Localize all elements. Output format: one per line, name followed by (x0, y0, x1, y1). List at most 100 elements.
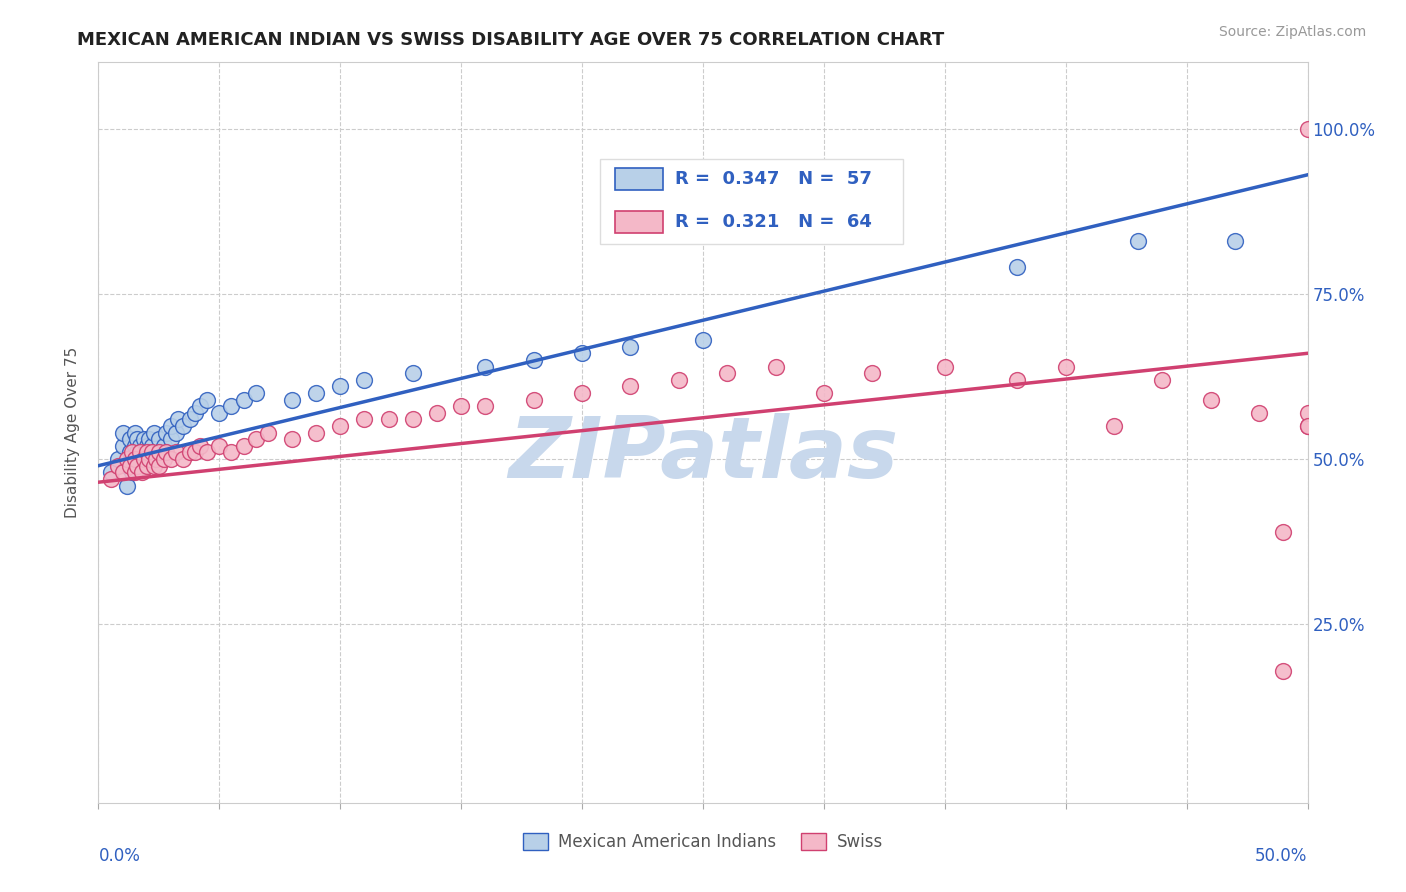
Point (135, 445, 157, 459)
Point (131, 458, 153, 473)
Point (281, 392, 304, 407)
Point (127, 432, 149, 446)
Point (716, 366, 738, 380)
Point (426, 406, 449, 420)
Point (107, 458, 129, 473)
Point (135, 458, 157, 473)
Point (165, 425, 187, 440)
Point (221, 445, 243, 459)
Point (232, 392, 254, 407)
Point (184, 406, 207, 420)
Point (143, 458, 166, 473)
Point (860, 366, 883, 380)
Point (1128, 234, 1150, 248)
Point (523, 352, 546, 367)
Point (100, 472, 122, 486)
Point (1272, 524, 1295, 539)
Point (692, 333, 714, 347)
Point (1296, 406, 1319, 420)
Point (121, 452, 143, 467)
Point (523, 392, 546, 407)
Point (353, 373, 375, 387)
Point (208, 406, 231, 420)
Point (179, 412, 201, 426)
Point (353, 412, 375, 426)
Point (141, 439, 163, 453)
Point (402, 412, 425, 426)
Point (329, 379, 352, 393)
Point (1296, 419, 1319, 434)
Point (167, 412, 190, 426)
Point (148, 445, 170, 459)
Point (172, 452, 194, 467)
Point (571, 346, 593, 360)
Point (1054, 359, 1077, 374)
Text: MEXICAN AMERICAN INDIAN VS SWISS DISABILITY AGE OVER 75 CORRELATION CHART: MEXICAN AMERICAN INDIAN VS SWISS DISABIL… (77, 31, 945, 49)
Text: 50.0%: 50.0% (1256, 847, 1308, 865)
Point (1007, 373, 1029, 387)
Point (305, 425, 328, 440)
Point (450, 399, 472, 413)
Point (1152, 373, 1174, 387)
Point (134, 452, 156, 467)
Point (107, 452, 129, 467)
Point (160, 419, 183, 434)
Point (377, 412, 399, 426)
Point (124, 425, 146, 440)
Point (152, 452, 174, 467)
Point (245, 386, 267, 401)
Point (148, 432, 170, 446)
Point (131, 445, 153, 459)
Point (118, 445, 141, 459)
Point (474, 359, 496, 374)
Point (1296, 419, 1319, 434)
Point (474, 399, 496, 413)
Point (117, 478, 139, 492)
Point (188, 439, 211, 453)
Point (128, 439, 150, 453)
Point (152, 439, 174, 453)
Point (184, 445, 207, 459)
Point (765, 359, 787, 374)
Point (148, 458, 170, 473)
Point (619, 379, 641, 393)
Point (141, 452, 163, 467)
Point (195, 392, 218, 407)
Point (305, 386, 328, 401)
Point (118, 432, 141, 446)
Point (135, 452, 157, 467)
Legend: Mexican American Indians, Swiss: Mexican American Indians, Swiss (516, 826, 890, 857)
Point (117, 458, 139, 473)
FancyBboxPatch shape (600, 159, 903, 244)
Point (124, 452, 146, 467)
Point (1223, 234, 1246, 248)
Point (172, 419, 194, 434)
Point (131, 465, 153, 479)
Point (128, 452, 150, 467)
Point (1296, 121, 1319, 136)
Point (813, 386, 835, 401)
Point (402, 366, 425, 380)
Point (124, 439, 146, 453)
Point (155, 425, 177, 440)
Point (329, 419, 352, 434)
Point (138, 452, 160, 467)
Point (134, 432, 156, 446)
Point (256, 425, 278, 440)
Text: R =  0.321   N =  64: R = 0.321 N = 64 (675, 212, 872, 231)
Text: R =  0.347   N =  57: R = 0.347 N = 57 (675, 169, 872, 187)
Point (179, 445, 201, 459)
Point (135, 439, 157, 453)
FancyBboxPatch shape (614, 168, 664, 190)
Point (232, 439, 254, 453)
Point (127, 445, 149, 459)
Point (1102, 419, 1125, 434)
Point (111, 439, 134, 453)
Point (128, 445, 150, 459)
Point (208, 439, 231, 453)
Point (148, 445, 170, 459)
Point (121, 445, 143, 459)
Point (1249, 406, 1271, 420)
Point (1199, 392, 1222, 407)
Point (100, 465, 122, 479)
